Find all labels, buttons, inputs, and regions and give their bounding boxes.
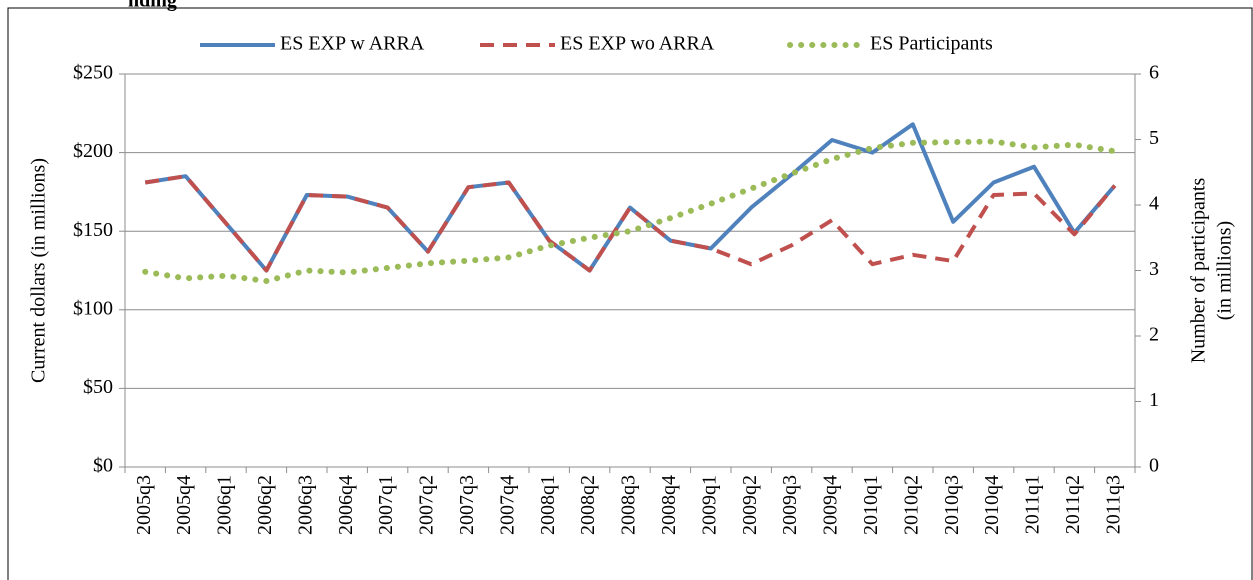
- y2-tick-label: 2: [1149, 324, 1159, 346]
- legend-label: ES Participants: [870, 33, 993, 55]
- x-tick-label: 2005q4: [173, 475, 195, 535]
- x-tick-label: 2010q4: [981, 475, 1003, 535]
- y2-tick-label: 1: [1149, 389, 1159, 411]
- x-tick-label: 2009q3: [779, 475, 801, 535]
- x-tick-label: 2010q2: [900, 475, 922, 535]
- chart-border: [7, 7, 1253, 580]
- x-tick-label: 2007q3: [456, 475, 478, 535]
- x-tick-label: 2006q1: [214, 475, 236, 535]
- x-tick-label: 2011q3: [1102, 475, 1124, 534]
- y2-tick-label: 4: [1149, 193, 1159, 215]
- x-tick-label: 2005q3: [133, 475, 155, 535]
- x-tick-label: 2011q2: [1062, 475, 1084, 534]
- y-tick-label: $250: [73, 62, 113, 84]
- y-tick-label: $100: [73, 297, 113, 319]
- x-tick-label: 2009q4: [820, 475, 842, 535]
- x-tick-label: 2006q2: [254, 475, 276, 535]
- x-tick-label: 2010q3: [941, 475, 963, 535]
- series-line: [144, 174, 1117, 273]
- x-tick-label: 2006q4: [335, 475, 357, 535]
- y-axis-label: Current dollars (in millions): [28, 158, 50, 383]
- series-line: [142, 138, 1118, 284]
- y-tick-label: $0: [93, 455, 113, 477]
- x-tick-label: 2008q1: [537, 475, 559, 535]
- x-tick-label: 2007q1: [375, 475, 397, 535]
- series-line: [144, 122, 1117, 273]
- y-tick-label: $50: [83, 376, 113, 398]
- x-tick-label: 2008q3: [618, 475, 640, 535]
- y-tick-label: $150: [73, 219, 113, 241]
- x-tick-label: 2008q2: [577, 475, 599, 535]
- x-tick-label: 2006q3: [294, 475, 316, 535]
- x-tick-label: 2008q4: [658, 475, 680, 535]
- y2-axis-label: Number of participants: [1188, 178, 1210, 364]
- legend-label: ES EXP wo ARRA: [560, 33, 715, 55]
- x-tick-label: 2009q1: [698, 475, 720, 535]
- x-tick-label: 2009q2: [739, 475, 761, 535]
- y2-axis-label: (in millions): [1214, 221, 1236, 320]
- x-tick-label: 2010q1: [860, 475, 882, 535]
- y2-tick-label: 0: [1149, 455, 1159, 477]
- chart-title: nding: [128, 0, 177, 12]
- x-tick-label: 2011q1: [1022, 475, 1044, 534]
- y2-tick-label: 6: [1149, 62, 1159, 84]
- x-tick-label: 2007q2: [416, 475, 438, 535]
- x-tick-label: 2007q4: [496, 475, 518, 535]
- y2-tick-label: 5: [1149, 127, 1159, 149]
- y-tick-label: $200: [73, 140, 113, 162]
- legend-label: ES EXP w ARRA: [280, 33, 425, 55]
- y2-tick-label: 3: [1149, 258, 1159, 280]
